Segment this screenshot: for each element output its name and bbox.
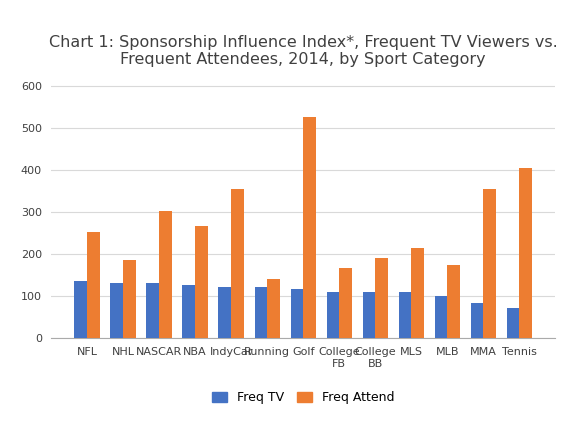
- Bar: [375, 258, 388, 338]
- Bar: [110, 283, 123, 338]
- Bar: [399, 292, 411, 338]
- Bar: [363, 292, 375, 338]
- Bar: [123, 260, 136, 338]
- Bar: [447, 265, 460, 338]
- Title: Chart 1: Sponsorship Influence Index*, Frequent TV Viewers vs.
Frequent Attendee: Chart 1: Sponsorship Influence Index*, F…: [49, 35, 558, 67]
- Bar: [435, 296, 447, 338]
- Legend: Freq TV, Freq Attend: Freq TV, Freq Attend: [207, 386, 399, 410]
- Bar: [182, 284, 195, 338]
- Bar: [159, 211, 172, 338]
- Bar: [327, 292, 339, 338]
- Bar: [74, 281, 87, 338]
- Bar: [303, 117, 316, 338]
- Bar: [411, 248, 424, 338]
- Bar: [507, 308, 519, 338]
- Bar: [267, 279, 280, 338]
- Bar: [146, 283, 159, 338]
- Bar: [87, 232, 100, 338]
- Bar: [483, 189, 496, 338]
- Bar: [195, 226, 208, 338]
- Bar: [255, 288, 267, 338]
- Bar: [519, 168, 532, 338]
- Bar: [219, 287, 231, 338]
- Bar: [471, 303, 483, 338]
- Bar: [339, 268, 352, 338]
- Bar: [231, 189, 244, 338]
- Bar: [291, 289, 303, 338]
